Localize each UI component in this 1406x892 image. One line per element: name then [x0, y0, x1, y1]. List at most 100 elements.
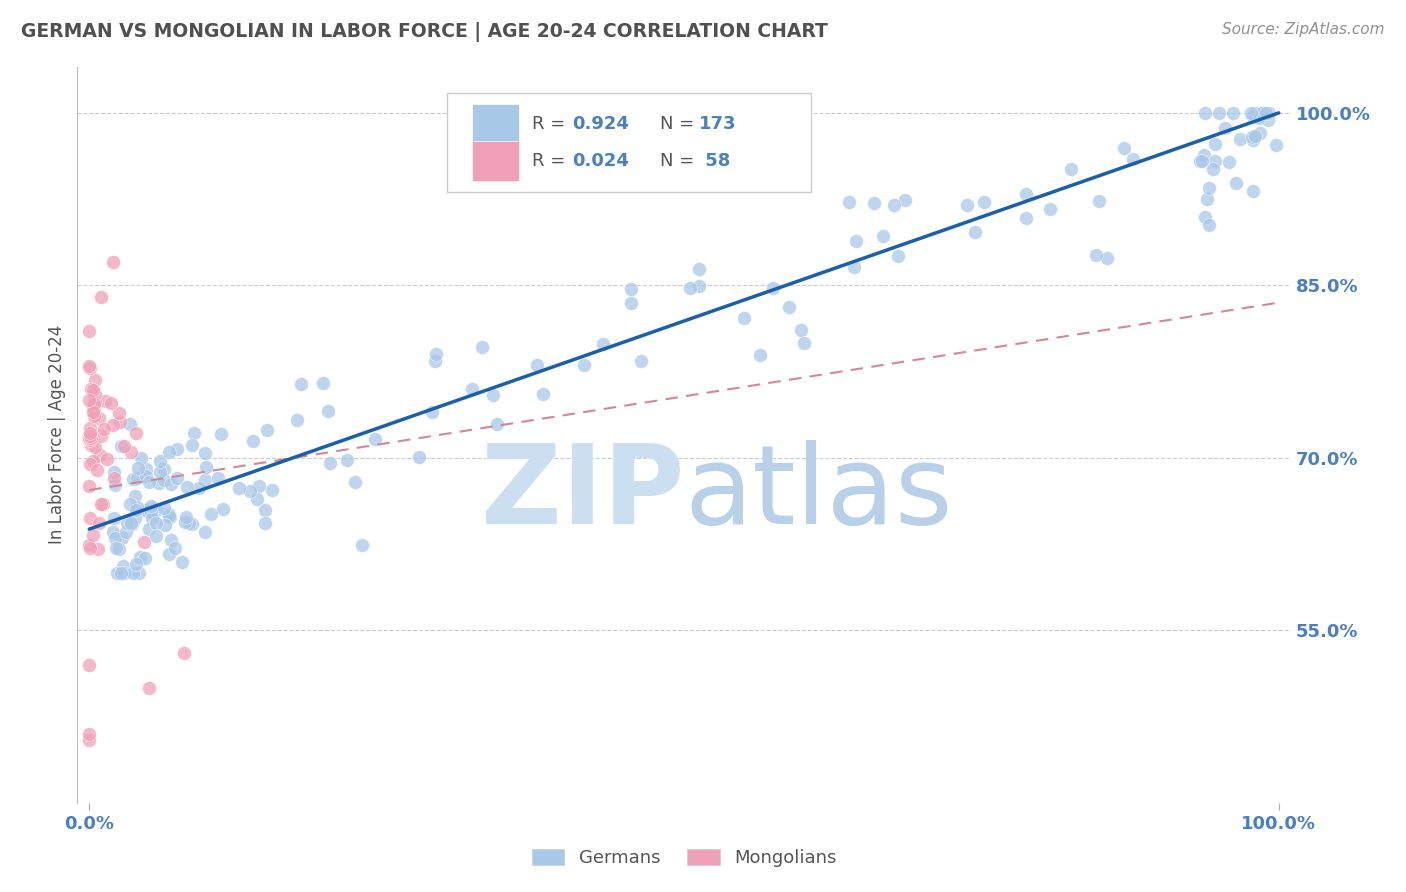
Point — [1191, 154, 1213, 169]
Point — [531, 387, 554, 401]
Point — [84, 394, 107, 409]
Text: atlas: atlas — [685, 441, 952, 547]
Point — [170, 555, 193, 569]
Point — [114, 566, 136, 580]
Point — [1015, 211, 1038, 225]
Point — [128, 550, 150, 565]
Point — [688, 279, 710, 293]
Point — [83, 397, 105, 411]
Point — [425, 347, 447, 361]
Point — [620, 295, 643, 310]
Point — [121, 517, 143, 532]
Point — [592, 336, 614, 351]
Text: GERMAN VS MONGOLIAN IN LABOR FORCE | AGE 20-24 CORRELATION CHART: GERMAN VS MONGOLIAN IN LABOR FORCE | AGE… — [21, 22, 828, 42]
Point — [127, 461, 149, 475]
Point — [115, 525, 138, 540]
Point — [838, 195, 860, 210]
Text: R =: R = — [533, 152, 571, 170]
Point — [157, 508, 180, 523]
Point — [1039, 202, 1062, 216]
Point — [572, 358, 595, 372]
Point — [1240, 106, 1263, 120]
Point — [1241, 130, 1264, 145]
Point — [105, 541, 128, 556]
Point — [526, 358, 548, 372]
Point — [108, 406, 131, 420]
Point — [79, 429, 101, 443]
Point — [135, 468, 157, 483]
Point — [1225, 177, 1247, 191]
Point — [125, 503, 148, 517]
Point — [79, 433, 101, 447]
Point — [209, 427, 232, 442]
Point — [108, 542, 131, 557]
Point — [124, 489, 146, 503]
Point — [127, 471, 149, 485]
Point — [77, 359, 100, 373]
FancyBboxPatch shape — [471, 141, 519, 181]
Point — [79, 478, 101, 492]
Point — [82, 383, 104, 397]
Point — [112, 559, 135, 574]
Point — [90, 290, 112, 304]
Point — [165, 541, 187, 556]
Point — [101, 255, 124, 269]
Point — [125, 557, 148, 571]
Point — [1198, 218, 1220, 232]
Text: N =: N = — [659, 115, 700, 133]
Point — [181, 516, 204, 531]
Point — [423, 353, 446, 368]
Point — [336, 453, 359, 467]
Point — [138, 681, 160, 695]
Point — [82, 454, 104, 468]
Point — [482, 388, 505, 402]
Point — [212, 502, 235, 516]
Point — [79, 421, 101, 435]
Point — [152, 500, 174, 515]
Point — [77, 727, 100, 741]
Point — [79, 360, 101, 375]
Point — [103, 465, 125, 479]
Point — [762, 280, 785, 294]
FancyBboxPatch shape — [447, 93, 811, 192]
Point — [79, 511, 101, 525]
Point — [1251, 106, 1274, 120]
Text: 0.924: 0.924 — [572, 115, 630, 133]
Point — [100, 396, 122, 410]
Point — [1243, 106, 1265, 120]
Point — [1257, 112, 1279, 127]
Text: N =: N = — [659, 152, 700, 170]
Point — [1241, 109, 1264, 123]
Point — [120, 516, 142, 531]
Point — [247, 479, 270, 493]
Point — [179, 516, 201, 531]
Point — [77, 538, 100, 552]
Point — [174, 509, 197, 524]
Point — [486, 417, 509, 432]
Text: ZIP: ZIP — [481, 441, 685, 547]
Point — [79, 425, 101, 440]
Point — [148, 476, 170, 491]
Point — [471, 340, 494, 354]
Point — [87, 410, 110, 425]
Point — [131, 450, 153, 465]
Point — [110, 439, 132, 453]
Point — [239, 483, 262, 498]
Point — [1087, 194, 1109, 208]
Point — [176, 480, 198, 494]
Point — [1208, 106, 1230, 120]
Text: 0.024: 0.024 — [572, 152, 630, 170]
Point — [1194, 106, 1216, 120]
Point — [260, 483, 283, 497]
Point — [83, 409, 105, 423]
Point — [80, 382, 103, 396]
Point — [778, 300, 800, 314]
Point — [195, 459, 218, 474]
Point — [149, 466, 172, 480]
Point — [183, 426, 205, 441]
Point — [105, 566, 128, 580]
Point — [125, 425, 148, 440]
Point — [135, 503, 157, 517]
Point — [77, 324, 100, 338]
Point — [84, 386, 107, 401]
